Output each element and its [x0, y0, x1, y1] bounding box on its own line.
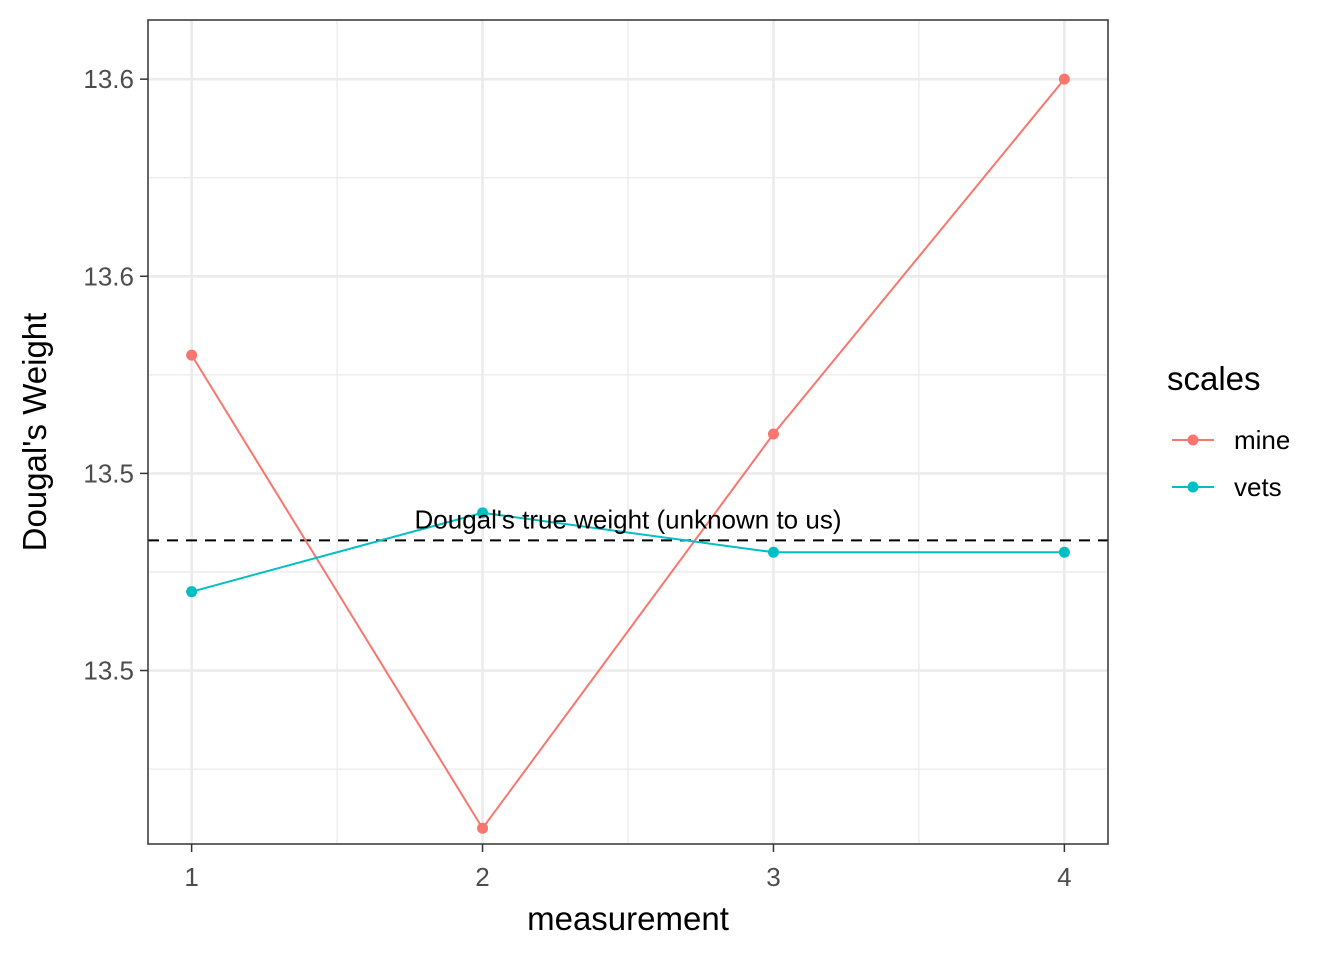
legend-label-mine: mine [1234, 425, 1290, 455]
x-tick-label: 2 [475, 862, 489, 892]
data-point-mine [477, 822, 489, 834]
legend: scales mine vets [1167, 360, 1290, 502]
y-axis-title: Dougal's Weight [16, 313, 53, 552]
legend-key-point-mine [1187, 434, 1199, 446]
data-point-mine [186, 349, 198, 361]
x-tick-label: 3 [766, 862, 780, 892]
y-tick-label: 13.5 [83, 656, 134, 686]
y-axis: 13.5 13.5 13.6 13.6 [83, 64, 148, 686]
legend-title: scales [1167, 360, 1261, 397]
panel-border [147, 19, 1109, 845]
data-point-vets [1058, 546, 1070, 558]
data-point-vets [477, 507, 489, 519]
legend-key-point-vets [1187, 481, 1199, 493]
y-tick-label: 13.6 [83, 261, 134, 291]
y-tick-label: 13.6 [83, 64, 134, 94]
series-line-vets [191, 511, 1065, 593]
y-tick-label: 13.5 [83, 458, 134, 488]
x-axis-title: measurement [527, 900, 729, 937]
legend-label-vets: vets [1234, 472, 1282, 502]
series-line-mine [190, 78, 1066, 831]
reference-line-label: Dougal's true weight (unknown to us) [415, 504, 842, 534]
data-point-vets [186, 586, 198, 598]
x-tick-label: 1 [184, 862, 198, 892]
data-point-mine [1058, 73, 1070, 85]
x-axis: 1 2 3 4 [184, 844, 1072, 892]
series-layer [186, 73, 1070, 834]
x-tick-label: 4 [1057, 862, 1071, 892]
data-point-mine [767, 428, 779, 440]
data-point-vets [767, 546, 779, 558]
